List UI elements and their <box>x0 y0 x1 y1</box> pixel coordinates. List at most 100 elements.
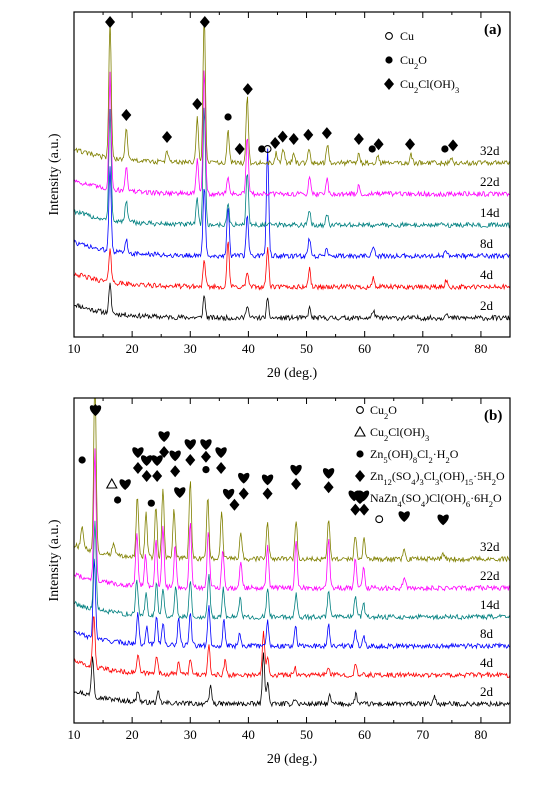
series-line-32d <box>74 398 510 564</box>
traces <box>74 398 510 708</box>
series-label-4d: 4d <box>480 655 494 670</box>
peak-marker-diamond <box>216 462 227 474</box>
x-axis-title: 2θ (deg.) <box>267 752 318 767</box>
peak-marker-circle-filled <box>224 113 232 121</box>
series-label-22d: 22d <box>480 568 500 583</box>
legend: Cu2O Cu2Cl(OH)3 Zn5(OH)8Cl2·H2O Zn12(SO4)3C… <box>354 403 505 509</box>
series-label-8d: 8d <box>480 626 494 641</box>
x-tick-label-70: 70 <box>416 727 429 742</box>
series-line-8d <box>74 148 510 261</box>
x-tick-label-20: 20 <box>126 341 139 356</box>
peak-marker-triangle-open <box>105 477 118 489</box>
series-line-14d <box>74 107 510 229</box>
peak-marker-diamond <box>323 481 334 494</box>
series-label-22d: 22d <box>480 174 500 189</box>
series-line-2d <box>74 652 510 708</box>
peak-marker-diamond <box>105 16 116 28</box>
series-label-8d: 8d <box>480 236 494 251</box>
peak-marker-heart <box>169 450 181 462</box>
peak-marker-heart <box>437 514 449 526</box>
panel-label: (a) <box>484 22 502 38</box>
x-tick-label-30: 30 <box>184 727 197 742</box>
peak-marker-heart <box>238 472 250 484</box>
peak-marker-circle-filled <box>202 466 210 474</box>
legend-label: Cu2Cl(OH)3 <box>370 425 429 443</box>
series-label-32d: 32d <box>480 143 500 158</box>
y-axis-title: Intensity (a.u.) <box>47 133 62 215</box>
x-tick-label-40: 40 <box>242 727 255 742</box>
legend-marker-circle-filled <box>356 450 364 458</box>
peak-marker-diamond <box>132 462 143 474</box>
peak-marker-diamond <box>199 16 210 28</box>
peak-marker-heart <box>348 490 360 502</box>
panel-label: (b) <box>484 408 502 424</box>
panel-b: 2d 4d 8d 14d 22d 32d 10 20 30 40 50 60 70 80 2θ (deg.)… <box>47 397 511 767</box>
x-tick-label-60: 60 <box>358 341 371 356</box>
x-axis-title: 2θ (deg.) <box>267 366 318 381</box>
series-line-2d <box>74 282 510 322</box>
legend-label: NaZn4(SO4)Cl(OH)6·6H2O <box>370 491 502 509</box>
peak-marker-heart <box>158 431 170 442</box>
x-tick-label-40: 40 <box>242 341 255 356</box>
peak-marker-diamond <box>192 98 203 110</box>
series-label-14d: 14d <box>480 205 500 220</box>
peak-marker-diamond <box>242 83 253 96</box>
y-axis-title: Intensity (a.u.) <box>47 519 62 601</box>
peak-marker-diamond <box>448 139 459 152</box>
peak-marker-heart <box>290 464 302 476</box>
peak-marker-heart <box>184 439 196 450</box>
legend-marker-circle-open <box>356 406 364 414</box>
series-line-14d <box>74 520 510 621</box>
peak-marker-diamond <box>152 470 163 482</box>
legend-marker-diamond <box>384 78 394 90</box>
peak-marker-diamond <box>303 128 314 141</box>
panel-a: 2d 4d 8d 14d 22d 32d 10 20 30 40 50 60 70 80 2θ (deg.)… <box>47 11 511 381</box>
legend-label: Cu2Cl(OH)3 <box>400 77 459 95</box>
peak-marker-diamond <box>353 133 364 145</box>
peak-marker-diamond <box>185 454 196 466</box>
peak-markers <box>78 404 449 526</box>
peak-marker-circle-filled <box>147 499 155 507</box>
x-tick-label-20: 20 <box>126 727 139 742</box>
peak-marker-heart <box>398 511 410 522</box>
peak-marker-circle-open <box>375 515 384 524</box>
x-tick-label-30: 30 <box>184 341 197 356</box>
series-line-22d <box>74 70 510 198</box>
peak-marker-heart <box>222 488 235 500</box>
x-tick-label-60: 60 <box>358 727 371 742</box>
peak-marker-heart <box>322 468 335 479</box>
peak-marker-diamond <box>270 136 281 149</box>
plot-frame <box>73 397 511 724</box>
peak-marker-heart <box>174 487 186 498</box>
legend: Cu Cu2O Cu2Cl(OH)3 <box>384 29 459 95</box>
peak-marker-diamond <box>200 450 211 463</box>
peak-marker-diamond <box>277 130 288 143</box>
peak-marker-heart <box>200 439 212 450</box>
peak-marker-diamond <box>321 127 332 140</box>
x-tick-label-10: 10 <box>68 341 81 356</box>
peak-marker-diamond <box>159 446 170 458</box>
plot-frame <box>73 11 511 338</box>
peak-marker-diamond <box>141 470 152 482</box>
peak-marker-diamond <box>262 487 273 500</box>
series-line-8d <box>74 558 510 650</box>
series-label-2d: 2d <box>480 298 494 313</box>
legend-marker-circle-filled <box>385 56 393 64</box>
peak-marker-heart <box>215 447 227 458</box>
peak-marker-diamond <box>229 498 240 511</box>
peak-marker-diamond <box>238 487 249 500</box>
series-label-32d: 32d <box>480 539 500 554</box>
peak-marker-diamond <box>121 109 132 121</box>
x-tick-label-50: 50 <box>300 727 313 742</box>
peak-marker-diamond <box>350 503 361 516</box>
traces <box>74 18 510 322</box>
x-tick-label-80: 80 <box>474 341 487 356</box>
peak-marker-diamond <box>373 138 384 151</box>
legend-label: Zn5(OH)8Cl2·H2O <box>370 447 459 465</box>
peak-marker-circle-open <box>263 145 272 153</box>
peak-marker-diamond <box>291 478 302 490</box>
peak-marker-diamond <box>162 131 173 143</box>
peak-marker-diamond <box>90 404 101 416</box>
peak-marker-heart <box>140 455 153 466</box>
peak-marker-heart <box>357 490 370 502</box>
